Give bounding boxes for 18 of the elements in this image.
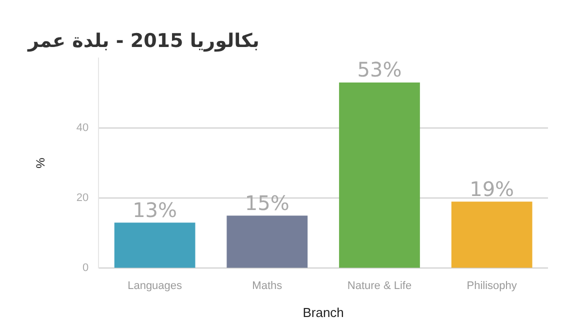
bar <box>339 82 420 268</box>
y-tick-label: 40 <box>76 122 89 134</box>
x-tick-label: Languages <box>128 280 183 292</box>
bar <box>451 202 532 268</box>
data-label: 53% <box>357 58 402 82</box>
x-tick-label: Philisophy <box>466 280 518 292</box>
bar <box>226 216 308 268</box>
x-tick-label: Maths <box>252 280 283 292</box>
x-tick-label: Nature & Life <box>347 280 412 292</box>
chart-title: بكالوريا 2015 - بلدة عمر <box>28 30 260 52</box>
y-tick-label: 0 <box>82 262 89 274</box>
x-axis-title: Branch <box>302 304 344 320</box>
data-label: 15% <box>244 190 290 215</box>
data-label: 19% <box>470 176 514 201</box>
data-label: 13% <box>132 198 178 222</box>
y-tick-label: 20 <box>76 192 89 204</box>
bar <box>114 222 196 268</box>
y-axis-title: % <box>34 157 48 168</box>
